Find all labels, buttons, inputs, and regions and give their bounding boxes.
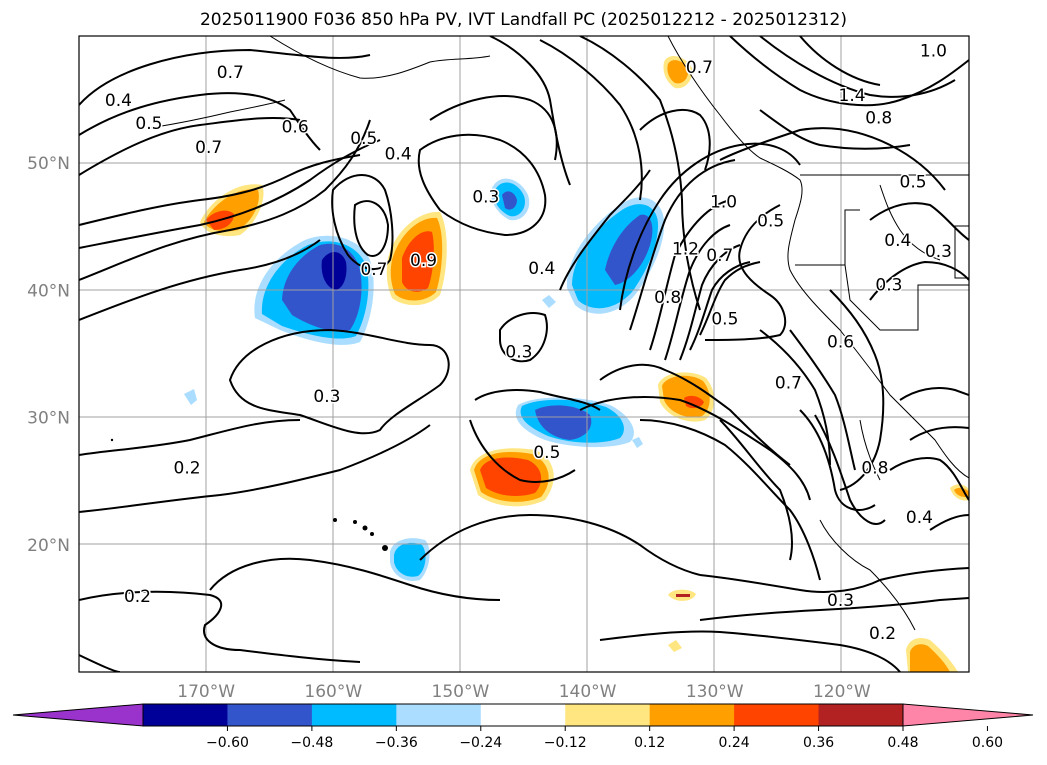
colorbar-segment <box>480 704 566 726</box>
contour-label: 0.4 <box>105 91 132 111</box>
map-content: 0.70.40.50.70.60.50.40.30.90.7 0.40.30.30… <box>79 36 969 672</box>
colorbar-extend-min <box>12 703 144 727</box>
colorbar-tick-label: −0.60 <box>206 735 249 751</box>
colorbar-tick-label: −0.48 <box>290 735 333 751</box>
contour-label: 0.3 <box>925 242 952 262</box>
colorbar-segment <box>565 704 651 726</box>
longitude-label: 150°W <box>432 682 490 702</box>
latitude-label: 30°N <box>27 409 70 429</box>
pv-negative-area <box>321 251 347 290</box>
contour-label: 1.4 <box>839 86 866 106</box>
colorbar-segment <box>649 704 735 726</box>
map-panel <box>79 36 969 672</box>
contour-label: 0.5 <box>757 212 784 232</box>
latitude-label: 40°N <box>27 281 70 301</box>
pv-positive-area <box>684 395 704 409</box>
colorbar-segment <box>227 704 313 726</box>
contour-label: 0.7 <box>360 260 387 280</box>
islands <box>110 438 388 551</box>
pv-positive-area <box>480 457 542 496</box>
colorbar: −0.60 −0.48 −0.36 −0.24 −0.12 0.12 0.24 0.36 0.4… <box>12 703 1034 751</box>
longitude-label: 130°W <box>686 682 744 702</box>
colorbar-tick-label: −0.36 <box>375 735 418 751</box>
pv-negative-area <box>394 542 426 577</box>
contour-label: 0.2 <box>124 587 151 607</box>
colorbar-tick-label: −0.24 <box>459 735 502 751</box>
latitude-labels: 50°N 40°N 30°N 20°N <box>27 154 70 556</box>
latitude-label: 20°N <box>27 536 70 556</box>
map-title: 2025011900 F036 850 hPa PV, IVT Landfall… <box>199 10 847 30</box>
pv-contours <box>79 36 969 672</box>
colorbar-extend-max <box>902 703 1034 727</box>
colorbar-tick-label: −0.12 <box>544 735 587 751</box>
gridlines <box>79 36 969 672</box>
contour-labels: 0.70.40.50.70.60.50.40.30.90.7 0.40.30.30… <box>103 40 953 646</box>
longitude-label: 170°W <box>177 682 235 702</box>
colorbar-frame <box>142 703 904 727</box>
colorbar-tick-label: 0.48 <box>887 735 918 751</box>
pv-positive-area <box>676 594 690 597</box>
colorbar-tick-label: 0.60 <box>972 735 1003 751</box>
colorbar-tick-label: 0.24 <box>719 735 750 751</box>
contour-label: 0.5 <box>533 443 560 463</box>
map-frame <box>78 35 970 673</box>
latitude-label: 50°N <box>27 154 70 174</box>
contour-label: 0.3 <box>505 343 532 363</box>
contour-label: 0.7 <box>686 58 713 78</box>
pv-negative-area <box>632 437 643 448</box>
contour-label: 0.4 <box>906 508 933 528</box>
contour-label: 1.0 <box>710 193 737 213</box>
pv-negative-area <box>542 295 556 308</box>
longitude-label: 140°W <box>559 682 617 702</box>
contour-label: 0.3 <box>313 387 340 407</box>
contour-label: 0.4 <box>884 231 911 251</box>
contour-label: 0.7 <box>775 373 802 393</box>
longitude-labels: 170°W 160°W 150°W 140°W 130°W 120°W <box>177 682 871 702</box>
pv-negative-area <box>605 214 653 285</box>
contour-label: 0.3 <box>472 188 499 208</box>
contour-label: 0.4 <box>385 144 412 164</box>
contour-label: 0.5 <box>135 114 162 134</box>
pv-positive-area <box>402 231 434 292</box>
contour-label: 0.7 <box>706 246 733 266</box>
contour-label: 0.8 <box>865 109 892 129</box>
colorbar-segment <box>734 704 820 726</box>
pv-positive-area <box>667 60 689 84</box>
contour-label: 0.6 <box>827 333 854 353</box>
contour-label: 0.5 <box>711 310 738 330</box>
contour-label: 0.6 <box>282 118 309 138</box>
contour-label: 0.2 <box>174 458 201 478</box>
colorbar-tick-label: 0.36 <box>803 735 834 751</box>
contour-label: 0.8 <box>654 288 681 308</box>
pv-negative-area <box>184 389 197 405</box>
pv-negative-area <box>535 405 592 440</box>
coastlines <box>149 36 969 631</box>
colorbar-tick-label: 0.12 <box>634 735 665 751</box>
contour-label: 1.2 <box>672 240 699 260</box>
longitude-label: 120°W <box>813 682 871 702</box>
colorbar-segment <box>396 704 482 726</box>
contour-label: 0.2 <box>869 624 896 644</box>
colorbar-segment <box>818 704 904 726</box>
pv-shading <box>184 56 969 672</box>
contour-label: 0.3 <box>875 275 902 295</box>
contour-label: 0.8 <box>861 458 888 478</box>
contour-label: 0.3 <box>827 591 854 611</box>
contour-label: 0.4 <box>528 259 555 279</box>
colorbar-segment <box>311 704 397 726</box>
pv-positive-area <box>668 640 682 652</box>
pv-positive-area <box>910 644 950 672</box>
contour-label: 1.0 <box>920 41 947 61</box>
contour-label: 0.7 <box>217 63 244 83</box>
pv-negative-area <box>502 191 517 210</box>
contour-label: 0.7 <box>195 138 222 158</box>
longitude-label: 160°W <box>304 682 362 702</box>
contour-label: 0.5 <box>900 172 927 192</box>
contour-label: 0.9 <box>410 251 437 271</box>
colorbar-segment <box>143 704 228 726</box>
contour-label: 0.5 <box>350 129 377 149</box>
